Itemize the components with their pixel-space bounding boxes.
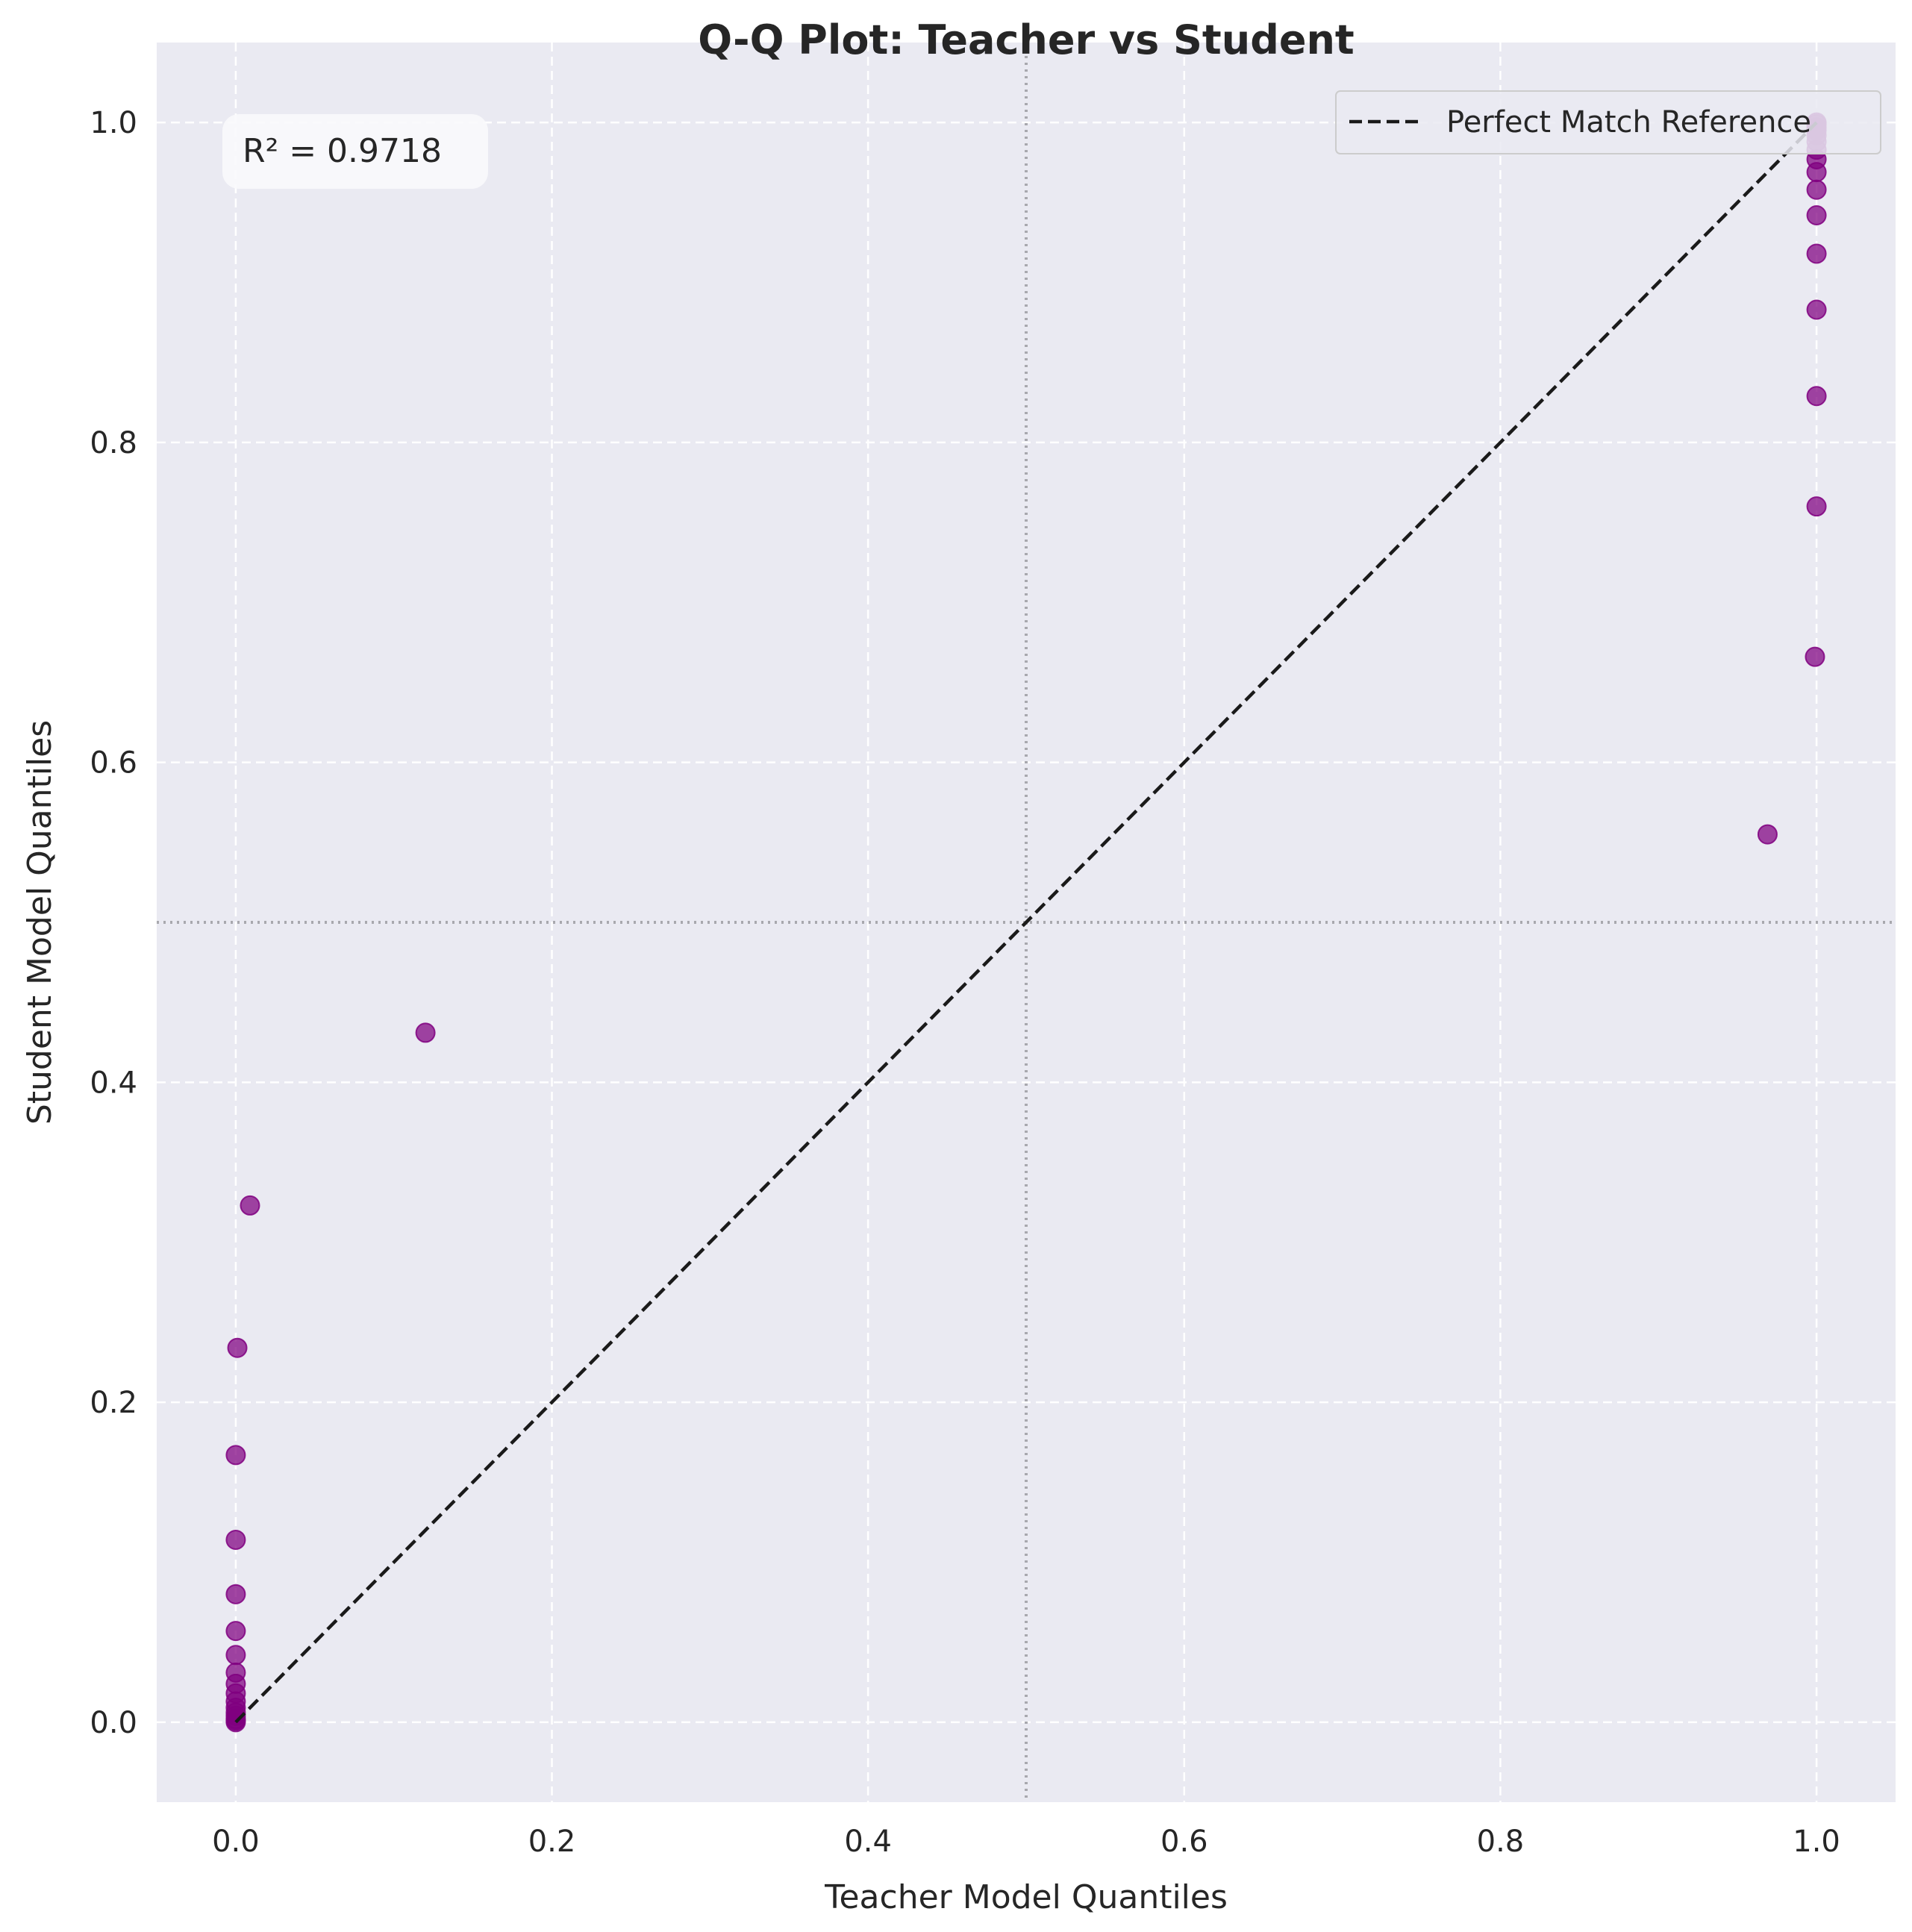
y-tick-label: 0.0 <box>90 1706 137 1740</box>
x-tick-label: 0.6 <box>1160 1825 1208 1859</box>
r-squared-annotation: R² = 0.9718 <box>222 114 488 189</box>
data-point <box>225 1584 246 1604</box>
y-tick-label: 0.2 <box>90 1386 137 1420</box>
data-point <box>225 1445 246 1466</box>
y-axis-label: Student Model Quantiles <box>21 720 59 1125</box>
x-axis-ticks: 0.0 0.2 0.4 0.6 0.8 1.0 <box>212 1825 1840 1859</box>
x-tick-label: 1.0 <box>1793 1825 1840 1859</box>
data-point <box>1806 205 1827 226</box>
data-point <box>1805 646 1825 667</box>
data-point <box>1806 179 1827 200</box>
perfect-match-line-group <box>234 121 1818 1724</box>
x-axis-label: Teacher Model Quantiles <box>824 1878 1228 1916</box>
data-point <box>227 1337 248 1358</box>
y-tick-label: 0.6 <box>90 746 137 781</box>
x-tick-label: 0.4 <box>844 1825 892 1859</box>
data-point <box>225 1662 246 1683</box>
y-tick-label: 0.8 <box>90 426 137 460</box>
legend: Perfect Match Reference <box>1335 90 1881 154</box>
perfect-match-line <box>234 121 1818 1724</box>
data-point <box>225 1645 246 1666</box>
data-point <box>1806 386 1827 407</box>
data-point <box>1757 824 1778 845</box>
data-point <box>415 1022 436 1043</box>
x-tick-label: 0.2 <box>528 1825 576 1859</box>
annotation-box <box>222 114 488 189</box>
y-axis-ticks: 0.0 0.2 0.4 0.6 0.8 1.0 <box>90 106 137 1740</box>
data-point <box>240 1195 260 1216</box>
data-point <box>1806 243 1827 264</box>
data-point <box>1806 299 1827 320</box>
y-tick-label: 1.0 <box>90 106 137 140</box>
r-squared-text: R² = 0.9718 <box>243 132 442 170</box>
y-tick-label: 0.4 <box>90 1066 137 1100</box>
data-point <box>225 1529 246 1550</box>
legend-entry-perfect-match: Perfect Match Reference <box>1446 105 1811 140</box>
legend-box <box>1335 90 1881 154</box>
data-point <box>225 1621 246 1642</box>
x-tick-label: 0.8 <box>1477 1825 1525 1859</box>
chart-title: Q-Q Plot: Teacher vs Student <box>698 16 1354 63</box>
x-tick-label: 0.0 <box>212 1825 260 1859</box>
data-point <box>1806 496 1827 517</box>
